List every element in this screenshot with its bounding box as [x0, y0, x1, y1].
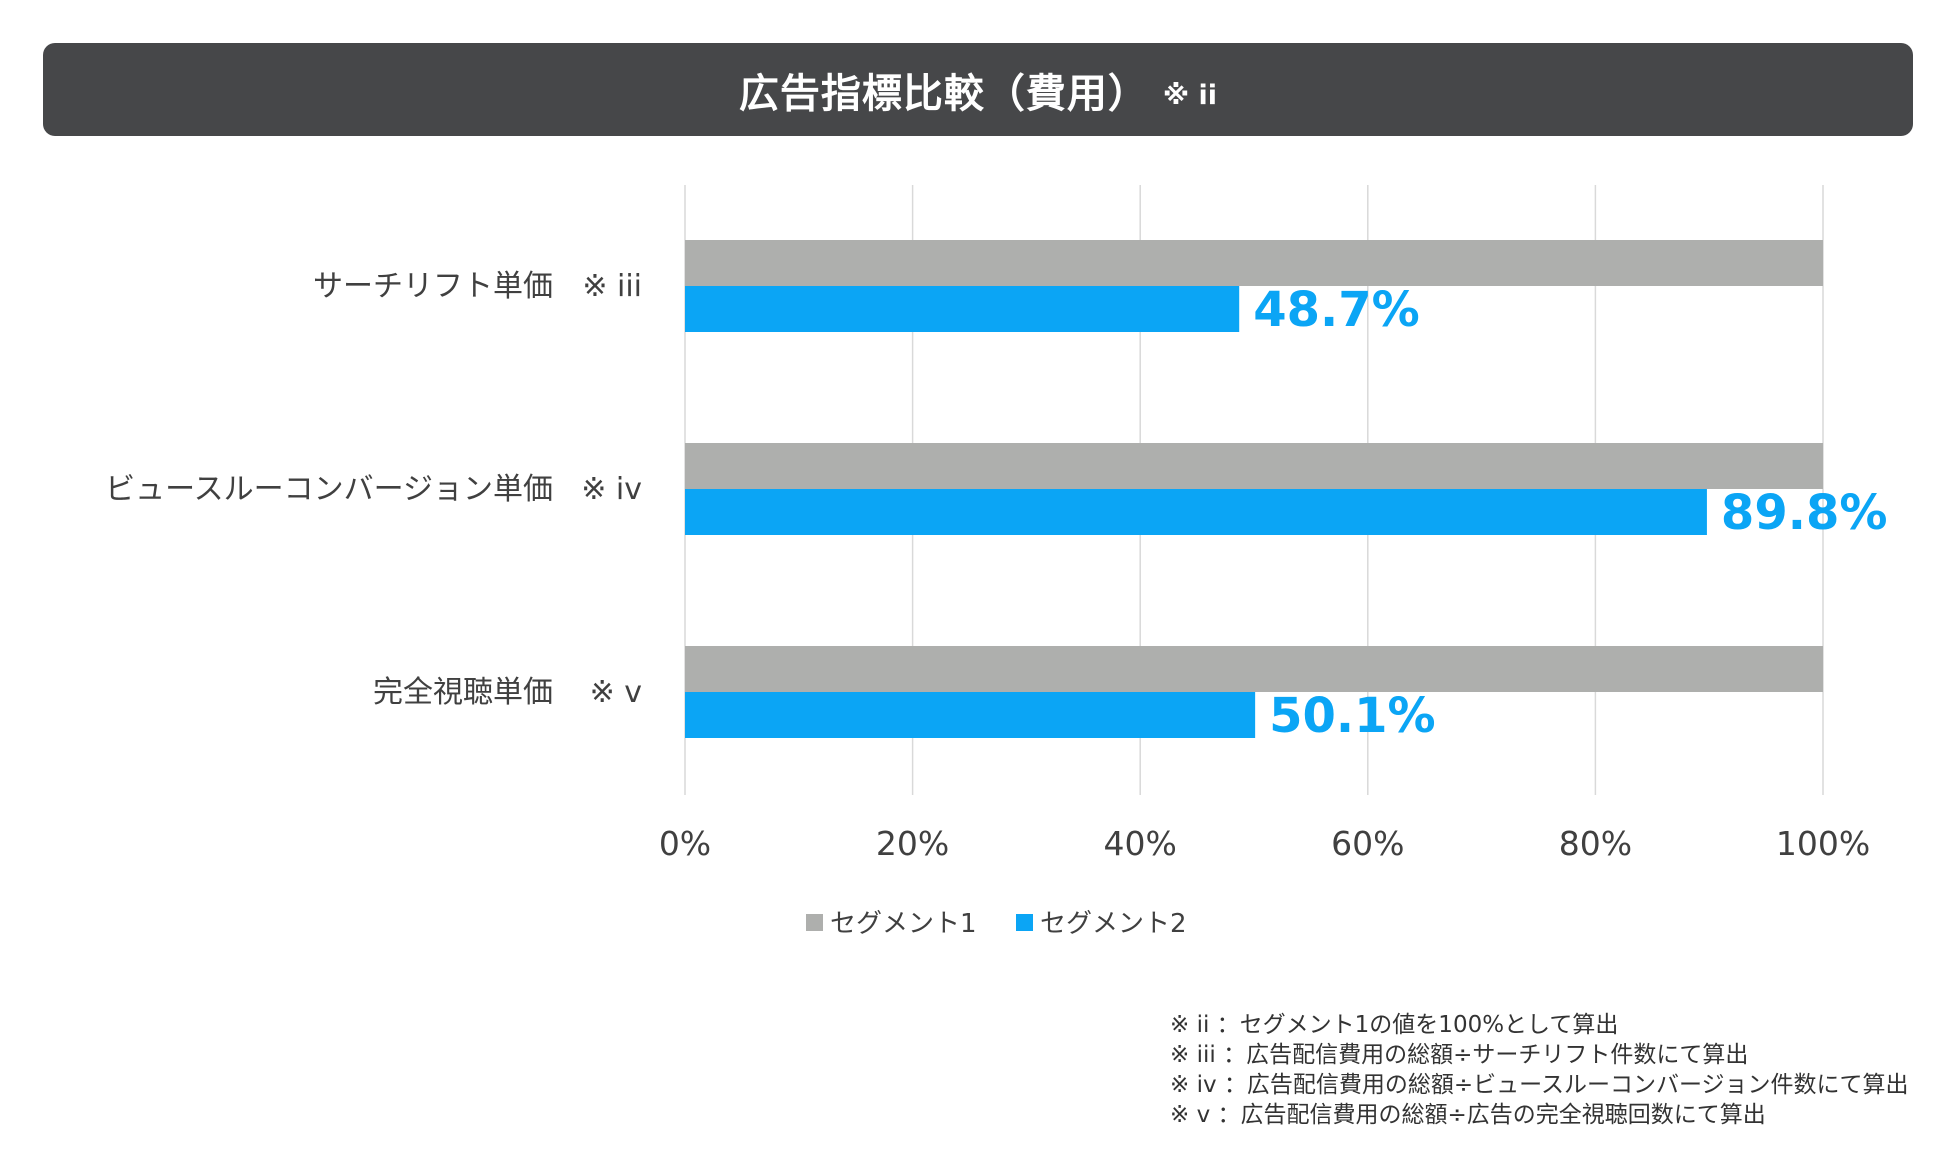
data-label: 50.1%: [1269, 688, 1436, 744]
chart-title: 広告指標比較（費用）: [738, 70, 1149, 117]
category-note: ※ v: [590, 675, 642, 710]
x-tick-label: 40%: [1104, 824, 1177, 863]
category-label: 完全視聴単価: [373, 675, 553, 710]
category-label: サーチリフト単価: [313, 269, 553, 304]
footnote-iv: ※ iv ：広告配信費用の総額÷ビュースルーコンバージョン件数にて算出: [1170, 1072, 1909, 1098]
bar-segment1: [685, 240, 1823, 286]
category-note: ※ iii: [582, 269, 642, 304]
chart-title-note: ※ ii: [1162, 80, 1218, 111]
footnote-ii: ※ ii ：セグメント1の値を100%として算出: [1170, 1012, 1619, 1038]
category-label: ビュースルーコンバージョン単価: [105, 472, 553, 507]
bar-chart: 0% 20% 40% 60% 80% 100% 48.7% 89.8% 50.1% ※ iii サー…: [105, 185, 1888, 939]
bar-segment2: [685, 286, 1240, 332]
footnote-v: ※ v ：広告配信費用の総額÷広告の完全視聴回数にて算出: [1170, 1102, 1766, 1128]
legend-label: セグメント2: [1040, 909, 1187, 939]
bar-segment1: [685, 443, 1823, 489]
legend-swatch: [806, 914, 823, 931]
x-tick-label: 100%: [1776, 824, 1870, 863]
footnote-iii: ※ iii ：広告配信費用の総額÷サーチリフト件数にて算出: [1170, 1042, 1749, 1068]
x-tick-label: 0%: [659, 824, 711, 863]
footnotes: ※ ii ：セグメント1の値を100%として算出 ※ iii ：広告配信費用の総…: [1170, 1010, 1909, 1130]
bar-segment2: [685, 692, 1256, 738]
x-tick-label: 20%: [876, 824, 949, 863]
title-bar: 広告指標比較（費用） ※ ii: [43, 43, 1913, 136]
data-label: 48.7%: [1253, 282, 1420, 338]
legend-label: セグメント1: [830, 909, 977, 939]
legend-swatch: [1016, 914, 1033, 931]
category-note: ※ iv: [581, 472, 642, 507]
bar-segment2: [685, 489, 1707, 535]
x-tick-label: 60%: [1331, 824, 1404, 863]
bar-segment1: [685, 646, 1823, 692]
x-tick-label: 80%: [1559, 824, 1632, 863]
data-label: 89.8%: [1721, 485, 1888, 541]
